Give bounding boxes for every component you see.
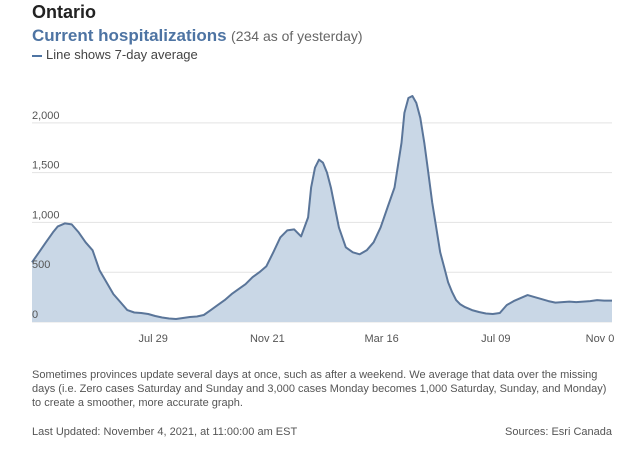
chart-title-line: Current hospitalizations (234 as of yest…: [32, 26, 363, 46]
x-tick-label: Jul 09: [481, 333, 510, 345]
source-credit: Sources: Esri Canada: [505, 426, 612, 438]
area-fill: [32, 96, 612, 322]
legend: Line shows 7-day average: [32, 47, 198, 62]
y-tick-label: 1,500: [32, 160, 60, 172]
x-axis-labels: Jul 29 Nov 21 Mar 16 Jul 09 Nov 0: [138, 333, 614, 345]
last-updated: Last Updated: November 4, 2021, at 11:00…: [32, 426, 298, 438]
legend-label: Line shows 7-day average: [46, 47, 198, 62]
average-line: [31, 95, 612, 320]
chart-subhead: (234 as of yesterday): [231, 28, 363, 44]
y-tick-label: 0: [32, 309, 38, 321]
x-tick-label: Nov 0: [586, 333, 615, 345]
x-tick-label: Jul 29: [138, 333, 167, 345]
region-title: Ontario: [32, 2, 96, 23]
chart-headline: Current hospitalizations: [32, 26, 227, 45]
region-name: Ontario: [32, 2, 97, 22]
x-tick-label: Mar 16: [364, 333, 398, 345]
area-layer: [31, 95, 612, 322]
legend-line-swatch: [32, 54, 42, 57]
footnote: Sometimes provinces update several days …: [32, 369, 607, 409]
y-tick-label: 500: [32, 259, 50, 271]
y-axis-labels: 0 500 1,000 1,500 2,000: [32, 110, 60, 321]
y-tick-label: 2,000: [32, 110, 60, 122]
y-tick-label: 1,000: [32, 209, 60, 221]
x-tick-label: Nov 21: [250, 333, 285, 345]
